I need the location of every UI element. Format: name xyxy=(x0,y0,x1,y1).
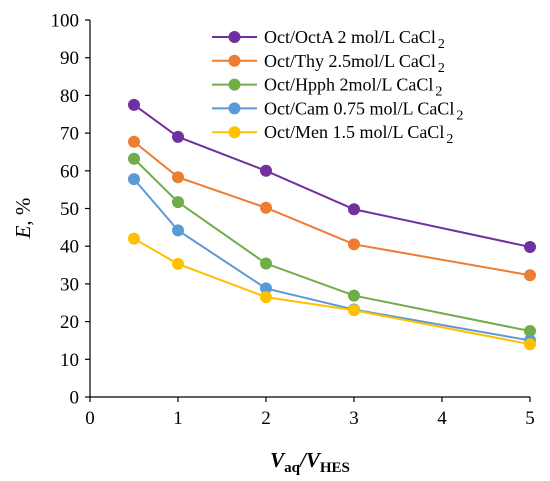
data-point xyxy=(524,269,536,282)
y-tick-label: 20 xyxy=(60,312,79,333)
data-point xyxy=(128,173,140,186)
data-point xyxy=(260,282,272,295)
data-point xyxy=(172,196,184,209)
series-layer xyxy=(128,98,536,351)
data-point xyxy=(128,98,140,111)
legend-item: Oct/OctA 2 mol/L CaCl 2 xyxy=(212,27,445,52)
y-tick-label: 30 xyxy=(60,274,79,295)
legend-swatch-marker xyxy=(228,78,241,91)
series xyxy=(128,232,536,351)
series xyxy=(128,152,536,338)
data-point xyxy=(524,338,536,351)
y-tick-label: 50 xyxy=(60,199,79,220)
legend-item: Oct/Cam 0.75 mol/L CaCl 2 xyxy=(212,98,463,123)
axes: 0 10 20 30 40 50 60 70 80 90 100 0 1 2 3 4 5 xyxy=(51,11,535,430)
data-point xyxy=(172,257,184,270)
legend-item: Oct/Hpph 2mol/L CaCl 2 xyxy=(212,75,442,100)
x-tick-label: 3 xyxy=(349,408,359,429)
legend-label: Oct/OctA 2 mol/L CaCl 2 xyxy=(264,27,445,52)
series-line xyxy=(133,140,531,277)
series-line xyxy=(133,178,531,342)
y-tick-label: 70 xyxy=(60,124,79,145)
x-tick-label: 0 xyxy=(85,408,95,429)
data-point xyxy=(172,224,184,237)
y-tick-label: 0 xyxy=(70,388,80,409)
x-tick-label: 4 xyxy=(437,408,447,429)
data-point xyxy=(172,171,184,184)
legend-label: Oct/Thy 2.5mol/L CaCl 2 xyxy=(264,51,445,76)
x-tick-label: 2 xyxy=(261,408,271,429)
data-point xyxy=(524,240,536,253)
data-point xyxy=(260,164,272,177)
data-point xyxy=(128,232,140,245)
data-point xyxy=(524,325,536,338)
data-point xyxy=(128,135,140,148)
data-point xyxy=(260,201,272,214)
legend-swatch-marker xyxy=(228,31,241,43)
x-axis-title: Vaq/VHES xyxy=(270,448,350,476)
y-tick-label: 40 xyxy=(60,237,79,258)
series-line xyxy=(133,237,531,346)
series xyxy=(128,98,536,253)
y-axis-title: E, % xyxy=(11,198,35,240)
y-tick-label: 80 xyxy=(60,86,79,107)
data-point xyxy=(348,203,360,216)
legend-swatch-marker xyxy=(228,102,241,115)
x-tick-label: 5 xyxy=(525,408,535,429)
data-point xyxy=(348,238,360,251)
legend-item: Oct/Men 1.5 mol/L CaCl 2 xyxy=(212,122,453,147)
y-tick-label: 10 xyxy=(60,350,79,371)
legend-label: Oct/Men 1.5 mol/L CaCl 2 xyxy=(264,122,453,147)
data-point xyxy=(260,291,272,304)
y-tick-label: 100 xyxy=(51,11,80,32)
series xyxy=(128,135,536,282)
data-point xyxy=(172,130,184,143)
legend-label: Oct/Hpph 2mol/L CaCl 2 xyxy=(264,75,442,100)
data-point xyxy=(260,257,272,270)
data-point xyxy=(348,304,360,317)
y-tick-label: 90 xyxy=(60,48,79,69)
data-point xyxy=(348,289,360,302)
legend-swatch-marker xyxy=(228,126,241,139)
y-tick-label: 60 xyxy=(60,161,79,182)
legend-item: Oct/Thy 2.5mol/L CaCl 2 xyxy=(212,51,445,76)
x-tick-label: 1 xyxy=(173,408,183,429)
legend-swatch-marker xyxy=(228,54,241,67)
data-point xyxy=(128,152,140,165)
legend-label: Oct/Cam 0.75 mol/L CaCl 2 xyxy=(264,98,463,123)
